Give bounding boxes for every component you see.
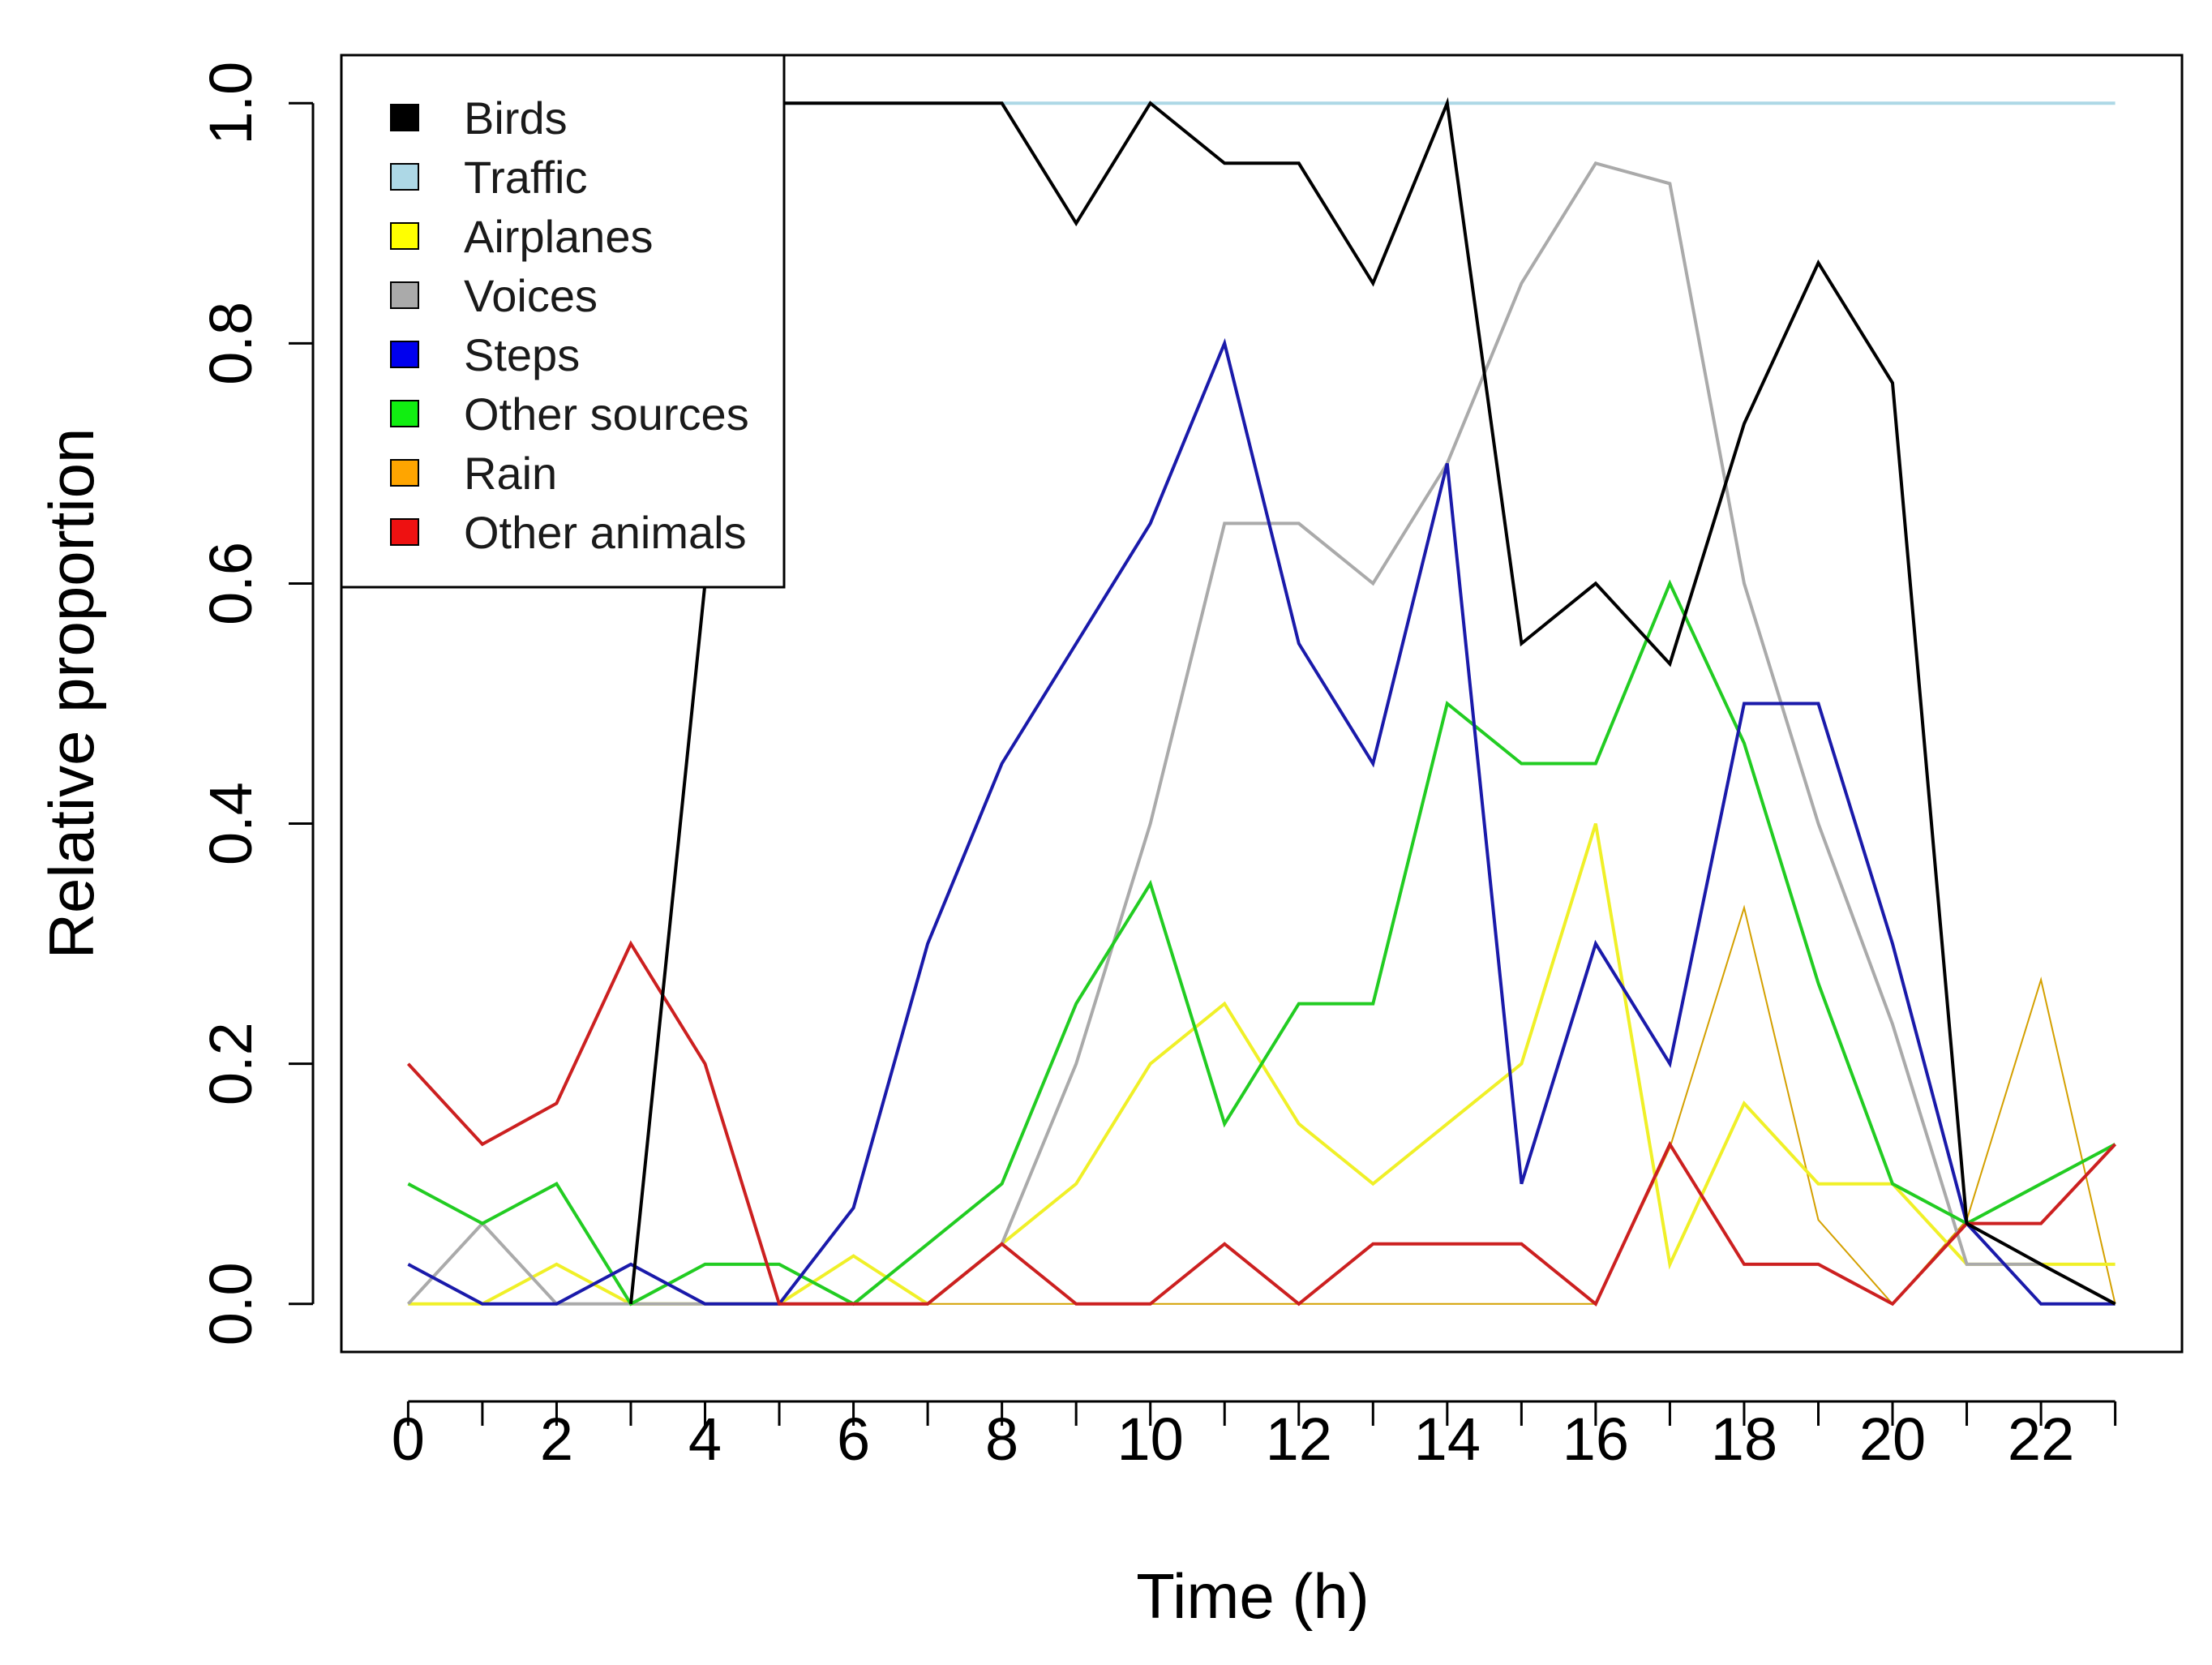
x-tick-label: 4 (688, 1405, 722, 1473)
legend-swatch-airplanes (390, 222, 419, 250)
x-tick-label: 0 (392, 1405, 425, 1473)
x-tick-label: 18 (1711, 1405, 1777, 1473)
legend-swatch-other-animals (390, 518, 419, 546)
y-tick-label: 0.2 (197, 1022, 264, 1105)
legend: Birds Traffic Airplanes Voices Steps Other so… (340, 54, 786, 589)
legend-label-traffic: Traffic (464, 152, 587, 203)
y-tick-label: 0.4 (197, 782, 264, 865)
legend-label-other-animals: Other animals (464, 507, 747, 558)
legend-swatch-voices (390, 281, 419, 309)
series-line-other-sources (407, 579, 2116, 1307)
x-tick-label: 6 (837, 1405, 870, 1473)
y-tick-label: 1.0 (197, 62, 264, 145)
x-tick-label: 12 (1266, 1405, 1332, 1473)
series-layer (406, 97, 2117, 1307)
legend-box (340, 54, 786, 589)
x-tick-label: 2 (540, 1405, 573, 1473)
series-line-birds (629, 97, 2116, 1306)
legend-label-other-sources: Other sources (464, 388, 749, 440)
x-tick-label: 16 (1563, 1405, 1629, 1473)
y-axis-title: Relative proportion (36, 428, 107, 959)
plot-frame (340, 54, 2184, 1354)
legend-swatch-birds (390, 104, 419, 131)
legend-swatch-rain (390, 459, 419, 487)
series-line-other-animals (406, 940, 2117, 1307)
legend-label-rain: Rain (464, 448, 557, 499)
legend-label-birds: Birds (464, 92, 568, 144)
x-tick-label: 14 (1414, 1405, 1481, 1473)
x-axis-title: Time (h) (1136, 1560, 1369, 1632)
y-tick-label: 0.6 (197, 542, 264, 625)
x-tick-label: 8 (985, 1405, 1018, 1473)
legend-swatch-other-sources (390, 400, 419, 427)
x-tick-label: 22 (2008, 1405, 2074, 1473)
x-tick-label: 10 (1117, 1405, 1184, 1473)
y-tick-label: 0.0 (197, 1262, 264, 1345)
legend-label-airplanes: Airplanes (464, 211, 653, 262)
legend-swatch-steps (390, 341, 419, 368)
axes-layer: 0 2 4 6 8 10 12 14 16 18 20 22 0.0 0.2 0.4 0.6 0.8 1.0 (197, 54, 2184, 1473)
x-tick-label: 20 (1859, 1405, 1926, 1473)
series-line-steps (407, 337, 2116, 1306)
legend-swatch-traffic (390, 163, 419, 191)
legend-label-voices: Voices (464, 270, 598, 321)
y-tick-label: 0.8 (197, 302, 264, 385)
series-line-voices (406, 161, 2116, 1306)
legend-label-steps: Steps (464, 329, 580, 380)
